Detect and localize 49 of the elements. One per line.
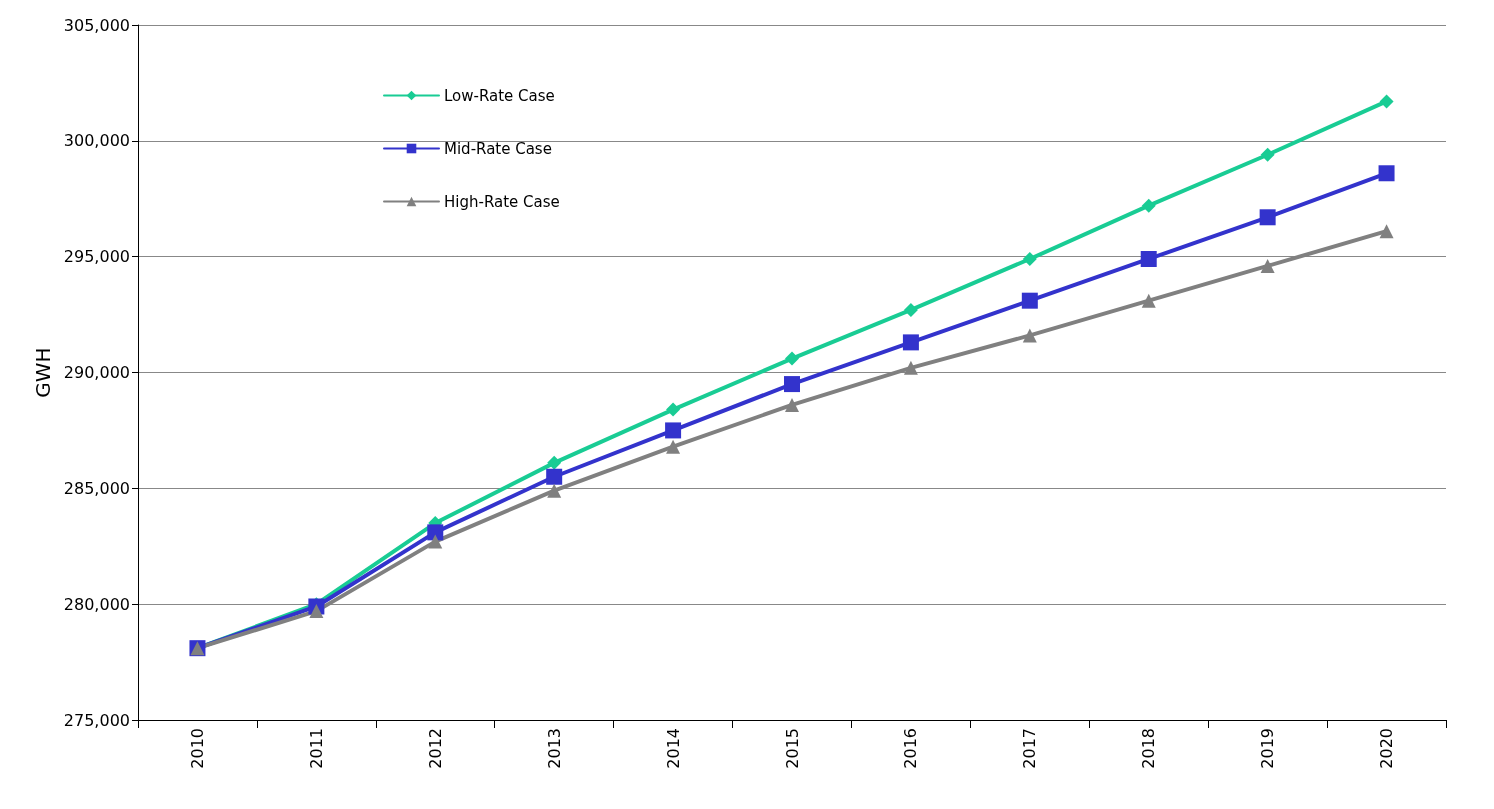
y-tick-label: 275,000 (63, 710, 130, 730)
x-tick-label: 2015 (782, 728, 802, 769)
point (1141, 198, 1156, 213)
point (902, 334, 919, 351)
x-tick-label: 2019 (1258, 728, 1278, 769)
point (1379, 94, 1394, 109)
y-tick-label: 280,000 (63, 594, 130, 614)
point (1260, 258, 1275, 273)
legend-label: High-Rate Case (444, 192, 560, 211)
x-tick-label: 2014 (663, 728, 683, 769)
point (1022, 251, 1037, 266)
x-tick-label: 2011 (306, 728, 326, 769)
point (666, 439, 681, 454)
point (1140, 250, 1157, 267)
point (309, 604, 324, 619)
point (1260, 147, 1275, 162)
point (547, 483, 562, 498)
point (427, 524, 444, 541)
point (1378, 165, 1395, 182)
y-tick-label: 295,000 (63, 247, 130, 267)
y-tick-label: 285,000 (63, 478, 130, 498)
point (1379, 224, 1394, 239)
point (903, 360, 918, 375)
point (1021, 292, 1038, 309)
y-tick-label: 305,000 (63, 15, 130, 35)
x-tick-label: 2010 (187, 728, 207, 769)
point (665, 422, 682, 439)
x-tick-label: 2020 (1377, 728, 1397, 769)
y-tick-label: 300,000 (63, 131, 130, 151)
point (1022, 328, 1037, 343)
y-axis-title: GWH (30, 347, 55, 398)
point (903, 302, 918, 317)
point (784, 376, 800, 393)
y-tick-label: 290,000 (63, 363, 130, 382)
x-tick-label: 2017 (1020, 728, 1040, 769)
point (1141, 293, 1156, 308)
x-tick-label: 2013 (544, 728, 564, 769)
point (785, 351, 799, 366)
x-tick-label: 2018 (1139, 728, 1159, 769)
point (1259, 209, 1276, 226)
legend-label: Low-Rate Case (444, 86, 555, 105)
point (666, 402, 681, 417)
point (428, 534, 443, 549)
x-tick-label: 2016 (901, 728, 921, 769)
x-tick-label: 2012 (425, 728, 445, 769)
point (546, 468, 563, 485)
legend-label: Mid-Rate Case (444, 139, 552, 158)
point (785, 397, 799, 412)
point (547, 455, 562, 470)
